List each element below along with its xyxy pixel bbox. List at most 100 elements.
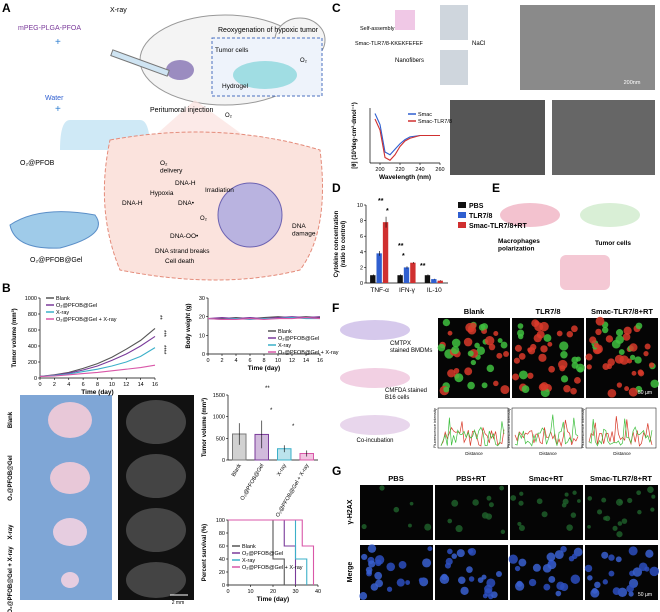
cell [500,385,510,395]
x-tick-label: IFN-γ [399,287,416,294]
y-tick-label: 6 [360,234,363,240]
y-tick-label: 0 [222,583,225,589]
label: *** [160,330,166,338]
micrograph [360,485,433,540]
cell [386,586,393,592]
x-tick-label: 8 [262,358,265,364]
label: DNA-H [122,200,143,207]
label: Hydrogel [222,83,249,90]
x-axis-label: Time (day) [257,596,289,603]
cell [497,338,503,344]
cell [510,495,517,501]
cell [422,558,432,568]
label: stained BMDMs [390,348,432,354]
cell [540,345,548,353]
cell [500,341,508,349]
cell [574,377,581,384]
y-tick-label: 20 [219,570,225,576]
cell [442,318,451,327]
cell [451,553,458,559]
cell [621,518,628,524]
label: Distance [465,451,483,456]
cell [424,523,432,531]
cell [484,336,495,346]
cell [608,554,615,561]
cell [584,564,593,573]
legend-label: O₂@PFOB@Gel + X-ray [242,565,303,571]
label: CMFDA stained [385,388,427,394]
legend-label: O₂@PFOB@Gel + X-ray [278,350,339,356]
label: Reoxygenation of hypoxic tumor [218,27,319,34]
cell [514,565,521,572]
cell [515,581,525,591]
cell [496,352,503,359]
label: Peritumoral injection [150,107,214,114]
cell [476,346,486,355]
cell [543,583,551,591]
cell [527,372,534,379]
series-line [39,364,156,377]
label: Co-incubation [356,438,393,444]
cell [571,361,579,369]
cell [469,322,477,329]
panel-letter: A [2,1,11,15]
label: DNA [292,223,306,230]
cell [439,574,450,584]
intensity-trace [440,417,505,447]
label: DNA-H [175,180,196,187]
label: CMTPX [390,341,411,347]
intensity-trace [588,418,653,447]
label: + [55,104,61,115]
x-tick-label: 2 [220,358,223,364]
label: Smac-TLR7/8+RT [591,307,653,316]
label: DNA• [178,200,195,207]
x-tick-label: 4 [234,358,237,364]
cell [607,388,617,398]
cell [571,325,578,333]
bar [370,275,376,283]
y-tick-label: 4 [360,250,363,256]
micrograph [435,485,508,540]
cell [374,555,385,565]
cell [493,330,499,336]
legend-label: PBS [469,203,484,210]
label: * [292,424,295,430]
cell [616,382,623,388]
y-tick-label: 1000 [213,415,225,421]
x-tick-label: 10 [247,589,253,595]
cell [512,373,520,381]
cell [570,512,577,518]
y-tick-label: 10 [357,203,363,209]
y-axis-label: Tumor volume (mm³) [11,308,18,367]
cell [445,557,453,566]
legend-swatch [458,202,466,208]
label: Tumor cells [595,240,631,247]
cell [593,342,600,348]
x-axis-label: Time (day) [81,389,113,396]
label: O₂ [225,113,233,119]
legend-label: Blank [278,329,292,335]
x-tick-label: 10 [275,358,281,364]
cell [634,356,642,364]
cell [595,328,602,336]
cell [558,359,568,370]
x-tick-label: IL-10 [427,287,442,294]
x-tick-label: 220 [395,167,404,173]
cell [361,523,367,530]
cell [451,499,459,507]
y-axis-label: Body weight (g) [186,304,192,349]
intensity-plot [585,407,657,449]
cell [618,499,623,504]
legend-label: TLR7/8 [469,213,492,220]
x-tick-label: 200 [375,167,384,173]
cell [368,560,376,568]
panel-letter: C [332,1,341,15]
x-tick-label: 14 [138,382,144,388]
label: 50 µm [638,592,652,598]
cell [366,569,372,575]
label: O₂@PFOB@Gel + X-ray [8,546,14,612]
cell [560,375,569,383]
cell [518,558,527,567]
bar [431,279,437,283]
